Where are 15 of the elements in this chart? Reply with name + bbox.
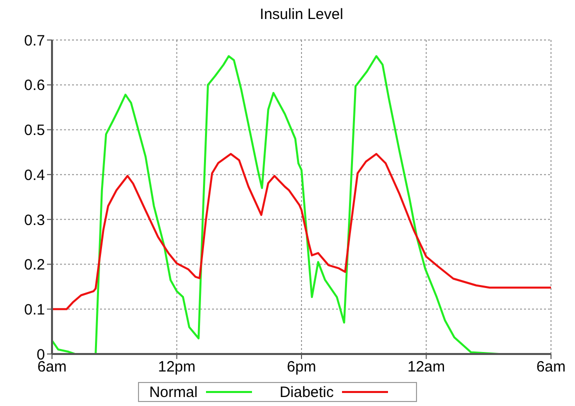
x-tick-label: 12am xyxy=(407,358,446,376)
y-tick-label: 0.2 xyxy=(24,256,45,274)
x-tick-label: 6am xyxy=(37,358,67,376)
x-tick-label: 12pm xyxy=(158,358,196,376)
x-tick-label: 6pm xyxy=(286,358,316,376)
chart-title: Insulin Level xyxy=(258,6,344,23)
y-tick-label: 0.1 xyxy=(24,301,45,318)
x-tick-label: 6am xyxy=(536,358,566,376)
y-tick-label: 0.3 xyxy=(24,212,45,229)
y-tick-label: 0.5 xyxy=(24,122,45,140)
legend-label: Diabetic xyxy=(280,384,334,400)
y-tick-label: 0.7 xyxy=(24,32,45,50)
y-tick-label: 0.6 xyxy=(24,77,45,94)
legend-label: Normal xyxy=(149,384,198,400)
y-tick-label: 0.4 xyxy=(24,166,45,184)
